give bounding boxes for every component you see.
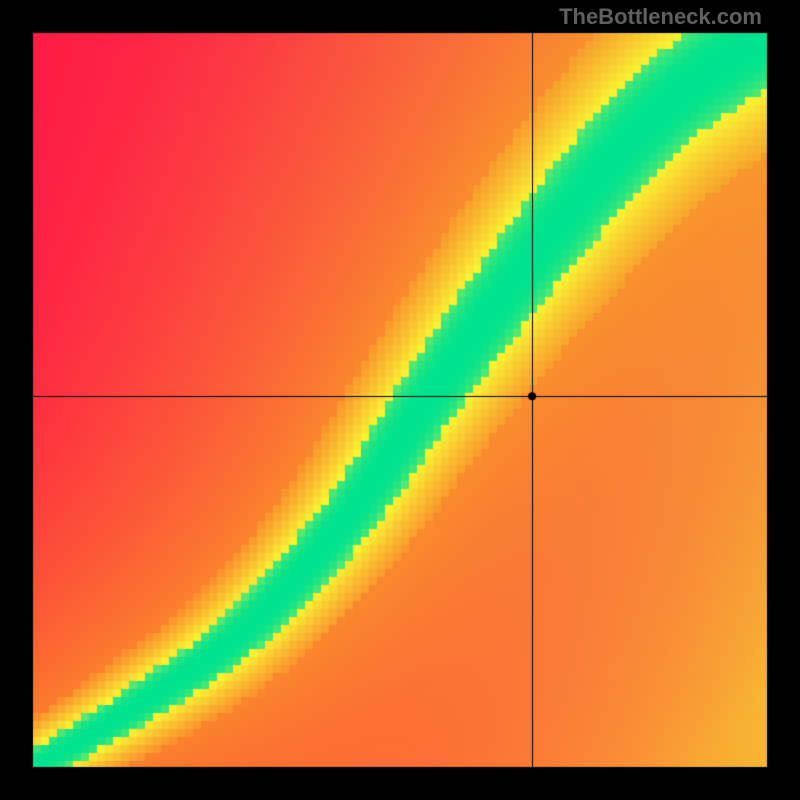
bottleneck-heatmap — [0, 0, 800, 800]
chart-container: { "watermark": { "text": "TheBottleneck.… — [0, 0, 800, 800]
watermark-text: TheBottleneck.com — [559, 4, 762, 30]
